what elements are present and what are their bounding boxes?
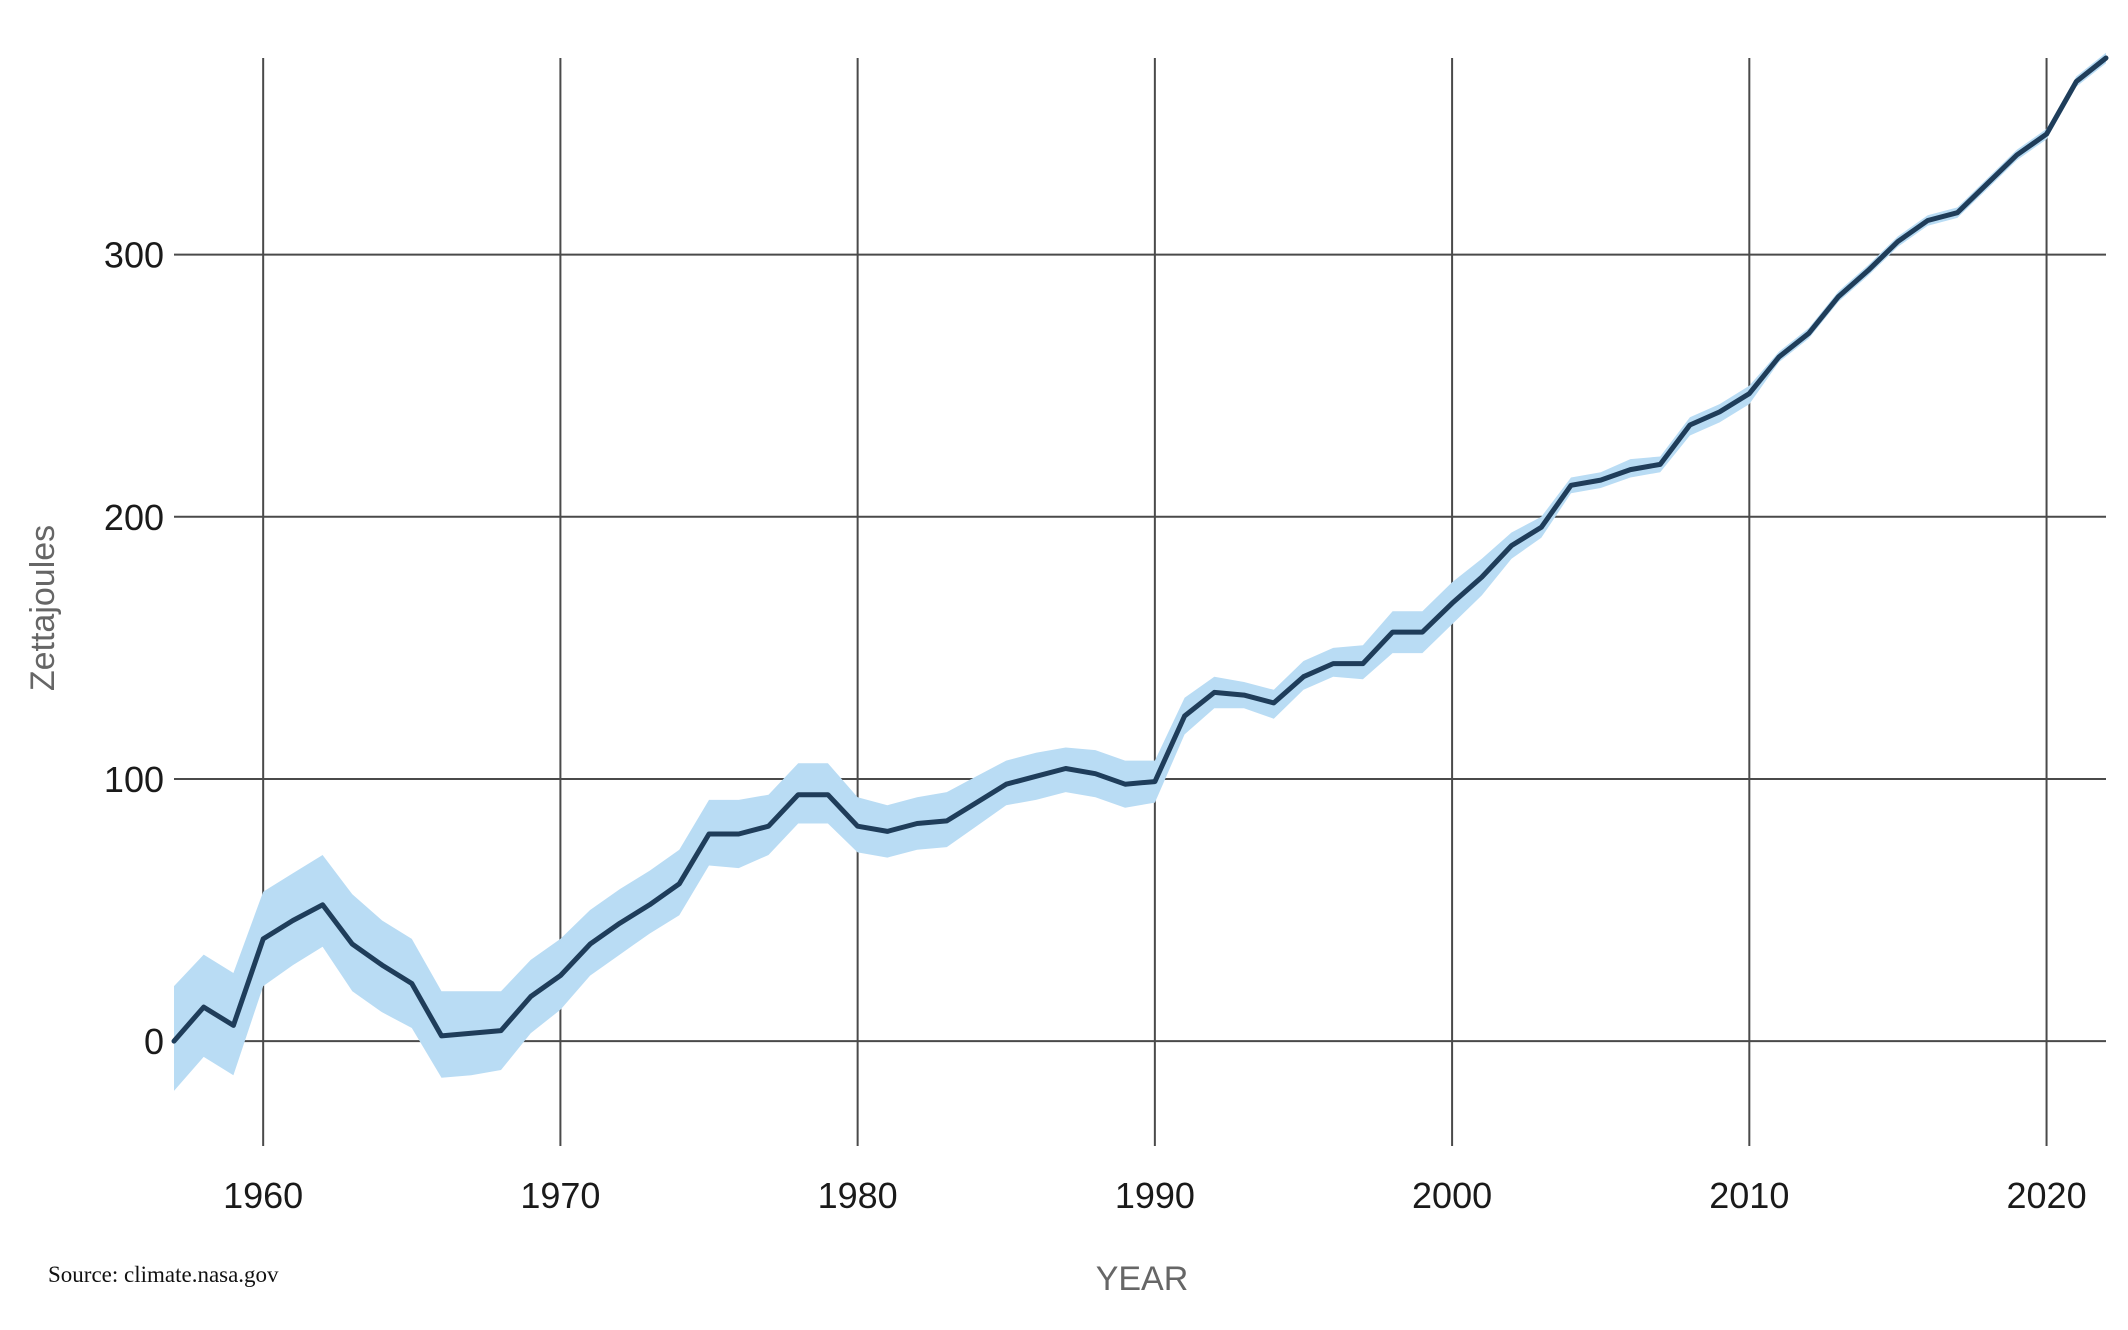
tick-labels: 0 100 200 300 1960 1970 1980 1990 2000 2010 2020 (104, 235, 2087, 1216)
x-tick-label: 2020 (2007, 1175, 2087, 1216)
y-tick-label: 100 (104, 759, 164, 800)
x-tick-label: 2000 (1412, 1175, 1492, 1216)
y-tick-label: 0 (144, 1021, 164, 1062)
x-tick-label: 1980 (818, 1175, 898, 1216)
uncertainty-band (174, 52, 2106, 1091)
y-tick-label: 300 (104, 235, 164, 276)
x-tick-label: 2010 (1709, 1175, 1789, 1216)
source-note: Source: climate.nasa.gov (48, 1262, 279, 1287)
series-line (171, 55, 2109, 1044)
y-tick-label: 200 (104, 497, 164, 538)
x-tick-label: 1970 (520, 1175, 600, 1216)
y-axis-title: Zettajoules (24, 525, 62, 691)
x-tick-label: 1960 (223, 1175, 303, 1216)
x-axis-title: YEAR (1096, 1260, 1189, 1298)
grid-lines (174, 58, 2106, 1146)
x-tick-label: 1990 (1115, 1175, 1195, 1216)
